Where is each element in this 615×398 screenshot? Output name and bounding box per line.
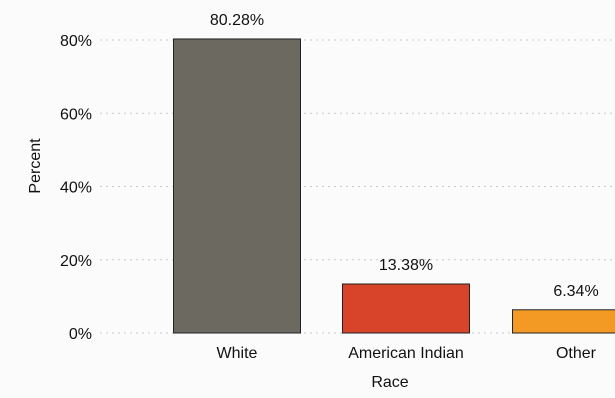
y-axis-ticks: 0% 20% 40% 60% 80% — [60, 33, 92, 343]
bar-white — [174, 39, 301, 333]
y-tick-label: 20% — [60, 253, 92, 270]
data-label: 13.38% — [379, 257, 433, 274]
y-tick-label: 40% — [60, 180, 92, 197]
y-tick-label: 60% — [60, 106, 92, 123]
y-axis-title: Percent — [27, 138, 44, 194]
bar-other — [513, 310, 615, 333]
x-tick-label: White — [217, 345, 258, 362]
data-label: 80.28% — [210, 12, 264, 29]
y-tick-label: 0% — [69, 326, 92, 343]
bar-american-indian — [343, 284, 470, 333]
x-tick-label: American Indian — [348, 345, 464, 362]
bars — [174, 39, 615, 333]
data-label: 6.34% — [553, 283, 598, 300]
x-tick-label: Other — [556, 345, 597, 362]
x-axis-title: Race — [371, 374, 408, 391]
y-tick-label: 80% — [60, 33, 92, 50]
x-axis-ticks: White American Indian Other — [217, 345, 597, 362]
